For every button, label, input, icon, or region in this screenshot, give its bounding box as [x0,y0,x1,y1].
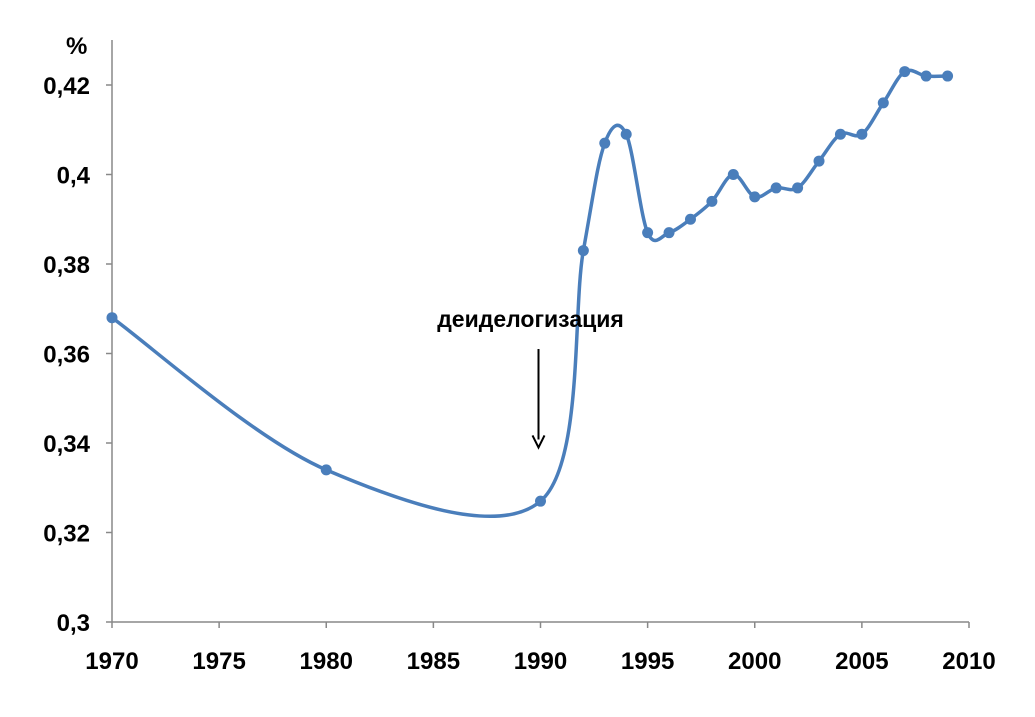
y-tick-label: 0,36 [43,342,90,369]
data-point [620,128,632,140]
data-point [599,137,611,149]
x-axis-ticks: 1970 1975 1980 1985 1990 1995 2000 2005 2010 [85,622,996,675]
data-point [106,312,118,324]
data-point [577,245,589,257]
annotation-group: деиделогизация [437,306,624,450]
y-tick-label: 0,4 [57,163,91,190]
y-axis-unit-label: % [66,33,87,60]
data-point [942,70,954,82]
x-tick-label: 1985 [407,648,460,675]
y-tick-label: 0,32 [43,521,90,548]
y-tick-label: 0,3 [57,610,90,637]
data-point [834,128,846,140]
data-point [642,227,654,239]
data-point [813,155,825,167]
x-tick-label: 2005 [835,648,888,675]
data-point [749,191,761,203]
y-tick-label: 0,42 [43,73,90,100]
data-point [770,182,782,194]
x-tick-label: 2000 [728,648,781,675]
y-tick-label: 0,38 [43,252,90,279]
data-point [663,227,675,239]
data-point [792,182,804,194]
data-point [706,195,718,207]
y-tick-label: 0,34 [43,431,90,458]
series-group [106,66,954,519]
data-point [320,464,332,476]
x-tick-label: 1975 [192,648,245,675]
data-point [877,97,889,109]
data-point [920,70,932,82]
data-point [684,213,696,225]
data-point [899,66,911,78]
data-point [856,128,868,140]
x-tick-label: 1995 [621,648,674,675]
annotation-label: деиделогизация [437,306,624,332]
x-tick-label: 2010 [942,648,995,675]
x-tick-label: 1970 [85,648,138,675]
annotation-arrow-head [531,435,546,450]
x-tick-label: 1980 [300,648,353,675]
data-point [727,169,739,180]
data-point [535,495,546,507]
series-line [110,68,948,519]
y-axis-ticks: 0,3 0,32 0,34 0,36 0,38 0,4 0,42 [43,73,112,637]
x-tick-label: 1990 [514,648,567,675]
